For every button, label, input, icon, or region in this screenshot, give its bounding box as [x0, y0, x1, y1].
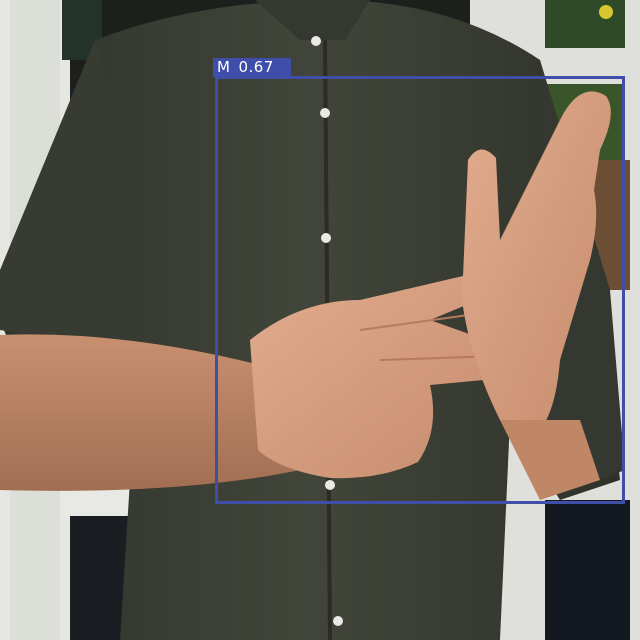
shirt-buttons — [311, 36, 343, 626]
left-hand — [250, 272, 509, 479]
detection-label: M 0.67 — [213, 58, 291, 77]
detection-class: M — [217, 58, 231, 76]
detection-bounding-box — [215, 76, 625, 504]
right-hand — [462, 91, 611, 430]
detection-confidence: 0.67 — [238, 58, 274, 76]
left-forearm — [0, 334, 300, 491]
